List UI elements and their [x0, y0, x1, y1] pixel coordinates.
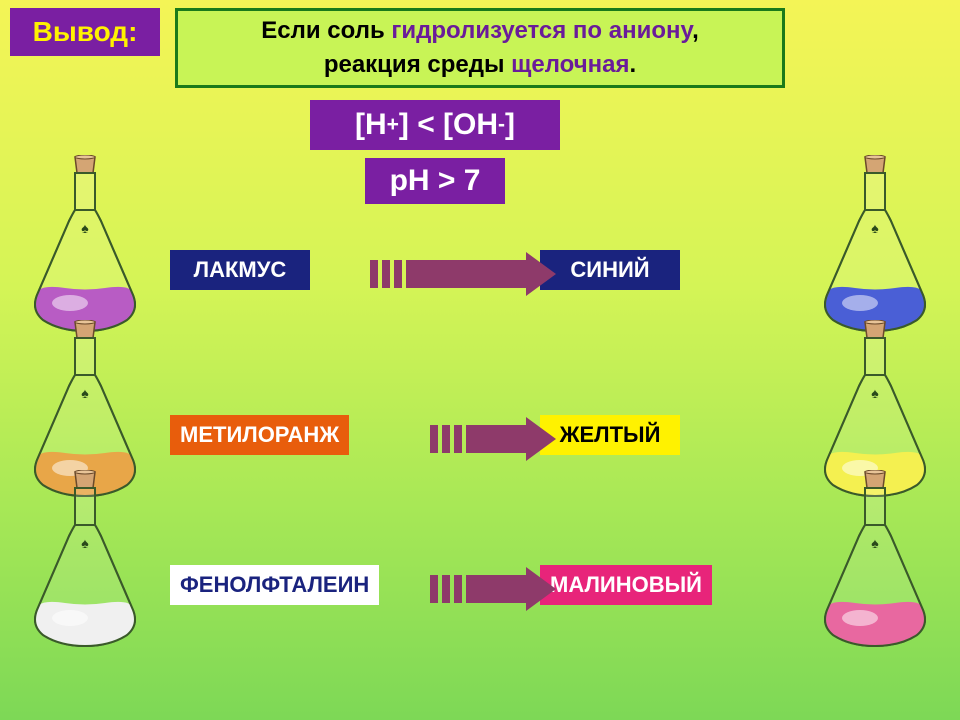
- formula-ph: pH > 7: [365, 158, 505, 204]
- flask-after: ♠: [815, 470, 935, 650]
- svg-text:♠: ♠: [81, 220, 89, 236]
- formula-ion: [H+] < [OH-]: [310, 100, 560, 150]
- indicator-result: СИНИЙ: [540, 250, 680, 290]
- rule-line2: реакция среды щелочная.: [324, 48, 636, 82]
- rule-line1: Если соль гидролизуется по аниону,: [261, 14, 698, 48]
- flask-before: ♠: [25, 155, 145, 335]
- indicator-name: МЕТИЛОРАНЖ: [170, 415, 349, 455]
- arrow-icon: [430, 567, 556, 611]
- svg-text:♠: ♠: [81, 535, 89, 551]
- arrow-icon: [430, 417, 556, 461]
- indicator-result: ЖЕЛТЫЙ: [540, 415, 680, 455]
- indicator-name: ЛАКМУС: [170, 250, 310, 290]
- flask-after: ♠: [815, 155, 935, 335]
- indicator-result: МАЛИНОВЫЙ: [540, 565, 712, 605]
- vyvod-label: Вывод:: [10, 8, 160, 56]
- flask-before: ♠: [25, 470, 145, 650]
- svg-text:♠: ♠: [871, 535, 879, 551]
- svg-text:♠: ♠: [81, 385, 89, 401]
- svg-text:♠: ♠: [871, 385, 879, 401]
- arrow-icon: [370, 252, 556, 296]
- indicator-name: ФЕНОЛФТАЛЕИН: [170, 565, 379, 605]
- svg-text:♠: ♠: [871, 220, 879, 236]
- rule-box: Если соль гидролизуется по аниону, реакц…: [175, 8, 785, 88]
